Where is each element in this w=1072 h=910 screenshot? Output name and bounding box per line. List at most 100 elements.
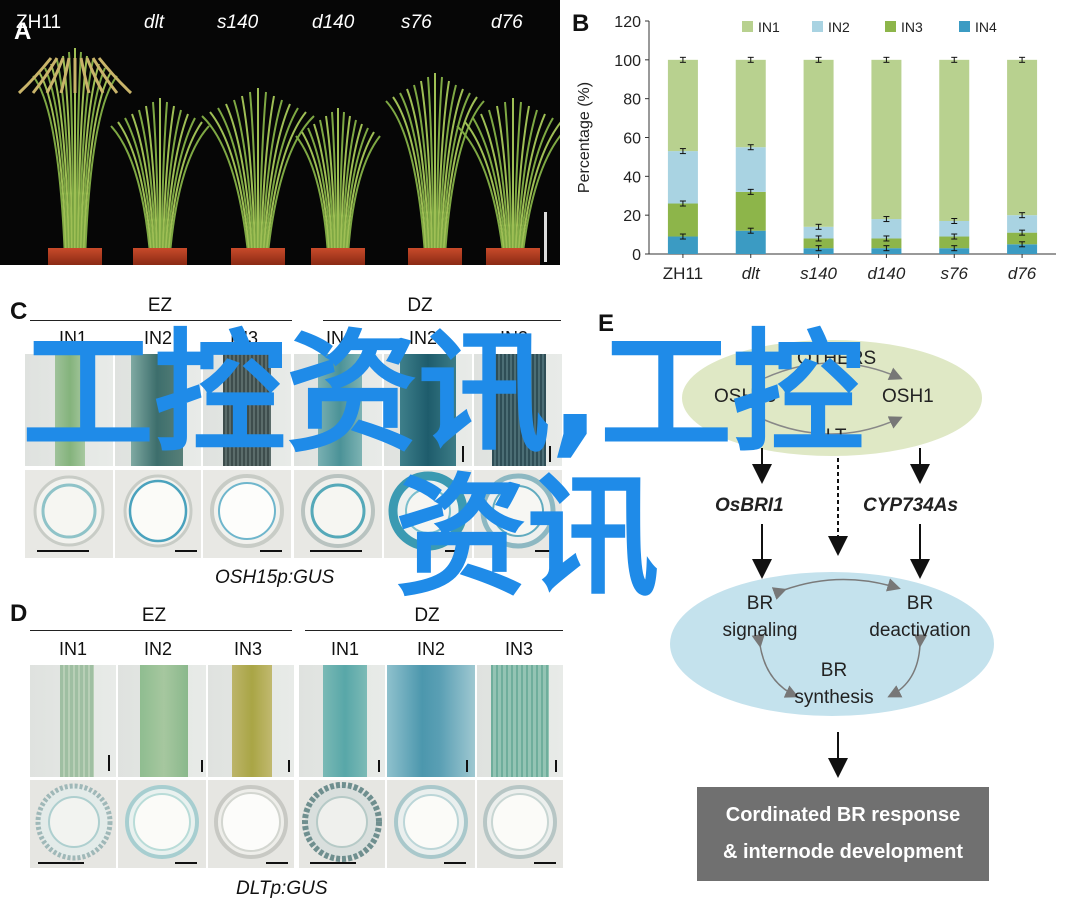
bar-segment — [667, 151, 698, 204]
node-osh1: OSH1 — [882, 386, 934, 407]
bar-segment — [667, 203, 698, 237]
scale-bar — [555, 760, 557, 772]
bar-segment — [735, 147, 766, 192]
internode-label: IN2 — [416, 639, 445, 659]
x-tick-label: d140 — [868, 264, 906, 283]
cross-section-row-c — [25, 470, 562, 558]
caption-c: OSH15p:GUS — [215, 567, 335, 588]
stacked-bar-chart: 0 20 40 60 80 100 120 Percentage (%) ZH11 dlt s140… — [576, 14, 1056, 283]
plant-photo-panel: ZH11 dlt s140 d140 s76 d76 — [0, 0, 570, 265]
longitudinal-section-image — [208, 665, 294, 777]
internode-label: IN1 — [325, 328, 354, 348]
internode-label: IN2 — [143, 328, 172, 348]
legend-swatch — [959, 21, 970, 32]
x-tick-label: s140 — [800, 264, 837, 283]
legend-swatch — [742, 21, 753, 32]
panel-letter-e: E — [598, 310, 615, 337]
bar-segment — [735, 230, 766, 254]
longitudinal-section-image — [474, 354, 562, 466]
y-axis-label: Percentage (%) — [576, 82, 593, 193]
bar-segment — [871, 59, 902, 220]
br-pathway-diagram — [670, 340, 994, 778]
bar-segment — [871, 238, 902, 249]
node-dlt: DLT — [812, 426, 847, 447]
x-tick-label: ZH11 — [663, 264, 703, 283]
watermark-line-2: 资讯 — [395, 461, 659, 615]
y-tick-label: 0 — [632, 247, 641, 264]
genotype-label: s140 — [217, 12, 259, 33]
bar-segment — [735, 191, 766, 231]
y-tick-label: 80 — [623, 92, 641, 109]
gene-cyp734as: CYP734As — [863, 495, 959, 516]
bar-segment — [1007, 215, 1038, 233]
longitudinal-section-image — [203, 354, 291, 466]
internode-label: IN2 — [408, 328, 437, 348]
y-tick-label: 20 — [623, 208, 641, 225]
scale-bar — [201, 760, 203, 772]
bar-segment — [803, 238, 834, 249]
node-osh15: OSH15 — [714, 386, 777, 407]
genotype-label: d76 — [491, 12, 523, 33]
scale-bar — [549, 446, 551, 462]
ez-label: EZ — [147, 295, 173, 316]
plant-photo-illustration — [17, 48, 570, 265]
longitudinal-section-image — [25, 354, 113, 466]
dz-bracket — [323, 320, 561, 321]
longitudinal-section-image — [294, 354, 382, 466]
longitudinal-section-image — [299, 665, 385, 777]
genotype-label: dlt — [144, 12, 165, 33]
dz-bracket — [305, 630, 563, 631]
longitudinal-section-image — [118, 665, 206, 777]
bar-segment — [1007, 244, 1038, 254]
longitudinal-section-image — [115, 354, 201, 466]
x-tick-label: s76 — [941, 264, 969, 283]
caption-d: DLTp:GUS — [236, 878, 328, 899]
legend-swatch — [885, 21, 896, 32]
node-others: OTHERS — [797, 348, 877, 369]
bar-segment — [939, 236, 970, 249]
internode-label: IN1 — [58, 639, 87, 659]
longitudinal-section-image — [477, 665, 563, 777]
internode-label: IN3 — [504, 639, 533, 659]
y-tick-label: 40 — [623, 169, 641, 186]
internode-label: IN3 — [229, 328, 258, 348]
internode-label: IN3 — [233, 639, 262, 659]
dz-label: DZ — [414, 605, 440, 626]
internode-label: IN3 — [499, 328, 528, 348]
legend-swatch — [812, 21, 823, 32]
genotype-label: d140 — [312, 12, 355, 33]
result-box: Cordinated BR response & internode devel… — [697, 787, 989, 881]
node-br-deactivation: BR deactivation — [869, 593, 971, 641]
genotype-label: ZH11 — [16, 12, 62, 33]
gene-osbri1: OsBRI1 — [715, 495, 784, 516]
scale-bar — [108, 755, 110, 771]
bar-segment — [667, 236, 698, 254]
node-br-signaling: BR signaling — [722, 593, 798, 641]
bar-segment — [871, 219, 902, 239]
ez-label: EZ — [141, 605, 167, 626]
scale-bar — [288, 760, 290, 772]
bar-segment — [1007, 59, 1038, 216]
bar-segment — [939, 220, 970, 237]
y-tick-label: 60 — [623, 131, 641, 148]
legend-label: IN4 — [975, 19, 997, 35]
panel-letter-c: C — [10, 298, 28, 325]
scale-bar — [378, 760, 380, 772]
longitudinal-section-image — [387, 665, 475, 777]
bar-segment — [803, 226, 834, 239]
legend-label: IN1 — [758, 19, 780, 35]
panel-letter-a: A — [14, 18, 32, 45]
scale-bar — [466, 760, 468, 772]
ez-bracket — [30, 630, 292, 631]
longitudinal-section-image — [30, 665, 116, 777]
internode-label: IN2 — [143, 639, 172, 659]
y-tick-label: 100 — [614, 53, 641, 70]
scale-bar — [462, 446, 464, 462]
y-tick-label: 120 — [614, 14, 641, 31]
legend-label: IN2 — [828, 19, 850, 35]
cross-section-row-d — [30, 780, 563, 868]
ez-bracket — [30, 320, 292, 321]
x-tick-label: d76 — [1008, 264, 1037, 283]
bar-segment — [939, 59, 970, 221]
panel-letter-b: B — [572, 10, 590, 37]
